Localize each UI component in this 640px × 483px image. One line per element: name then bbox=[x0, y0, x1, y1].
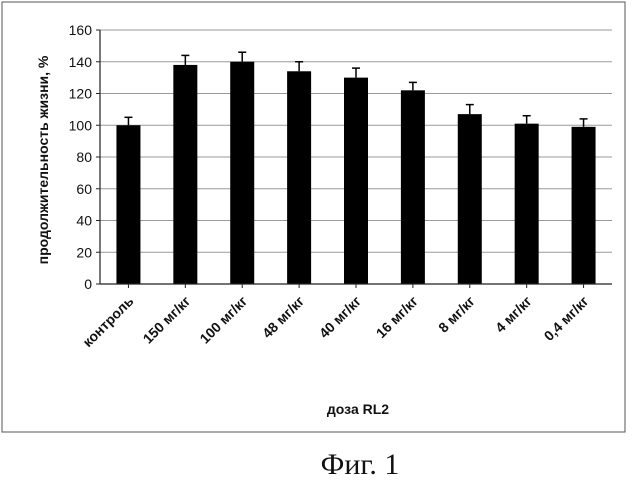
y-tick-label: 60 bbox=[76, 181, 92, 197]
bar bbox=[572, 127, 596, 284]
x-tick-label: 8 мг/кг bbox=[435, 293, 478, 336]
y-tick-label: 80 bbox=[76, 149, 92, 165]
x-tick-label: 16 мг/кг bbox=[373, 293, 421, 341]
y-tick-label: 20 bbox=[76, 244, 92, 260]
x-tick-label: 48 мг/кг bbox=[259, 293, 307, 341]
bar bbox=[458, 114, 482, 284]
y-tick-label: 0 bbox=[84, 276, 92, 292]
x-tick-label: 0,4 мг/кг bbox=[541, 293, 592, 344]
y-tick-labels: 0 20 40 60 80 100 120 140 160 bbox=[69, 22, 93, 292]
x-tick-label: 100 мг/кг bbox=[196, 293, 250, 347]
y-tick-label: 140 bbox=[69, 54, 93, 70]
bar bbox=[116, 125, 140, 284]
x-tick-label: 4 мг/кг bbox=[492, 293, 535, 336]
x-tick-label: контроль bbox=[79, 293, 137, 351]
bar bbox=[230, 62, 254, 284]
x-tick-labels: контроль150 мг/кг100 мг/кг48 мг/кг40 мг/… bbox=[79, 293, 591, 351]
y-tick-label: 120 bbox=[69, 86, 93, 102]
bar bbox=[287, 71, 311, 284]
x-tick-label: 150 мг/кг bbox=[140, 293, 194, 347]
y-tick-label: 100 bbox=[69, 117, 93, 133]
bar bbox=[173, 65, 197, 284]
x-tick-label: 40 мг/кг bbox=[316, 293, 364, 341]
y-axis-title: продолжительность жизни, % bbox=[35, 55, 51, 264]
bar bbox=[401, 90, 425, 284]
y-tick-label: 40 bbox=[76, 213, 92, 229]
figure-caption: Фиг. 1 bbox=[321, 448, 400, 481]
bar bbox=[344, 78, 368, 284]
bar bbox=[515, 124, 539, 284]
x-axis-title: доза RL2 bbox=[327, 401, 389, 417]
y-tick-label: 160 bbox=[69, 22, 93, 38]
bars bbox=[116, 62, 595, 284]
